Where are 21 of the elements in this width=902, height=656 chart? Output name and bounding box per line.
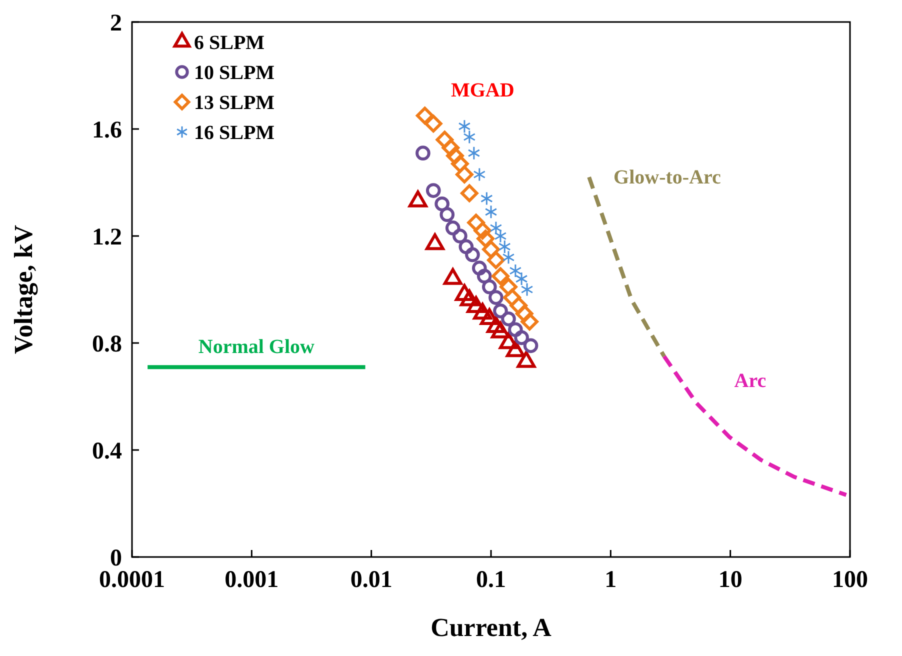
y-axis-title: Voltage, kV	[9, 224, 38, 354]
series-label: Arc	[734, 370, 766, 392]
y-tick-label: 1.6	[92, 117, 122, 144]
y-tick-label: 1.2	[92, 224, 122, 250]
y-tick-label: 2	[110, 10, 122, 36]
series-label: Glow-to-Arc	[614, 166, 722, 188]
x-tick-label: 0.1	[476, 567, 506, 593]
x-tick-label: 0.001	[224, 567, 279, 593]
series-label: Normal Glow	[198, 336, 316, 358]
y-tick-label: 0.8	[92, 331, 122, 358]
legend-label: 13 SLPM	[194, 92, 275, 114]
annotation: MGAD	[450, 80, 514, 102]
x-tick-label: 1	[604, 567, 617, 593]
x-axis-title: Current, A	[430, 613, 552, 642]
legend-label: 6 SLPM	[194, 32, 265, 54]
x-tick-label: 100	[832, 567, 868, 593]
y-tick-label: 0.4	[92, 438, 122, 464]
x-tick-label: 0.01	[350, 567, 392, 593]
legend-label: 10 SLPM	[194, 62, 275, 84]
x-tick-label: 10	[718, 567, 742, 593]
legend-label: 16 SLPM	[194, 122, 275, 144]
